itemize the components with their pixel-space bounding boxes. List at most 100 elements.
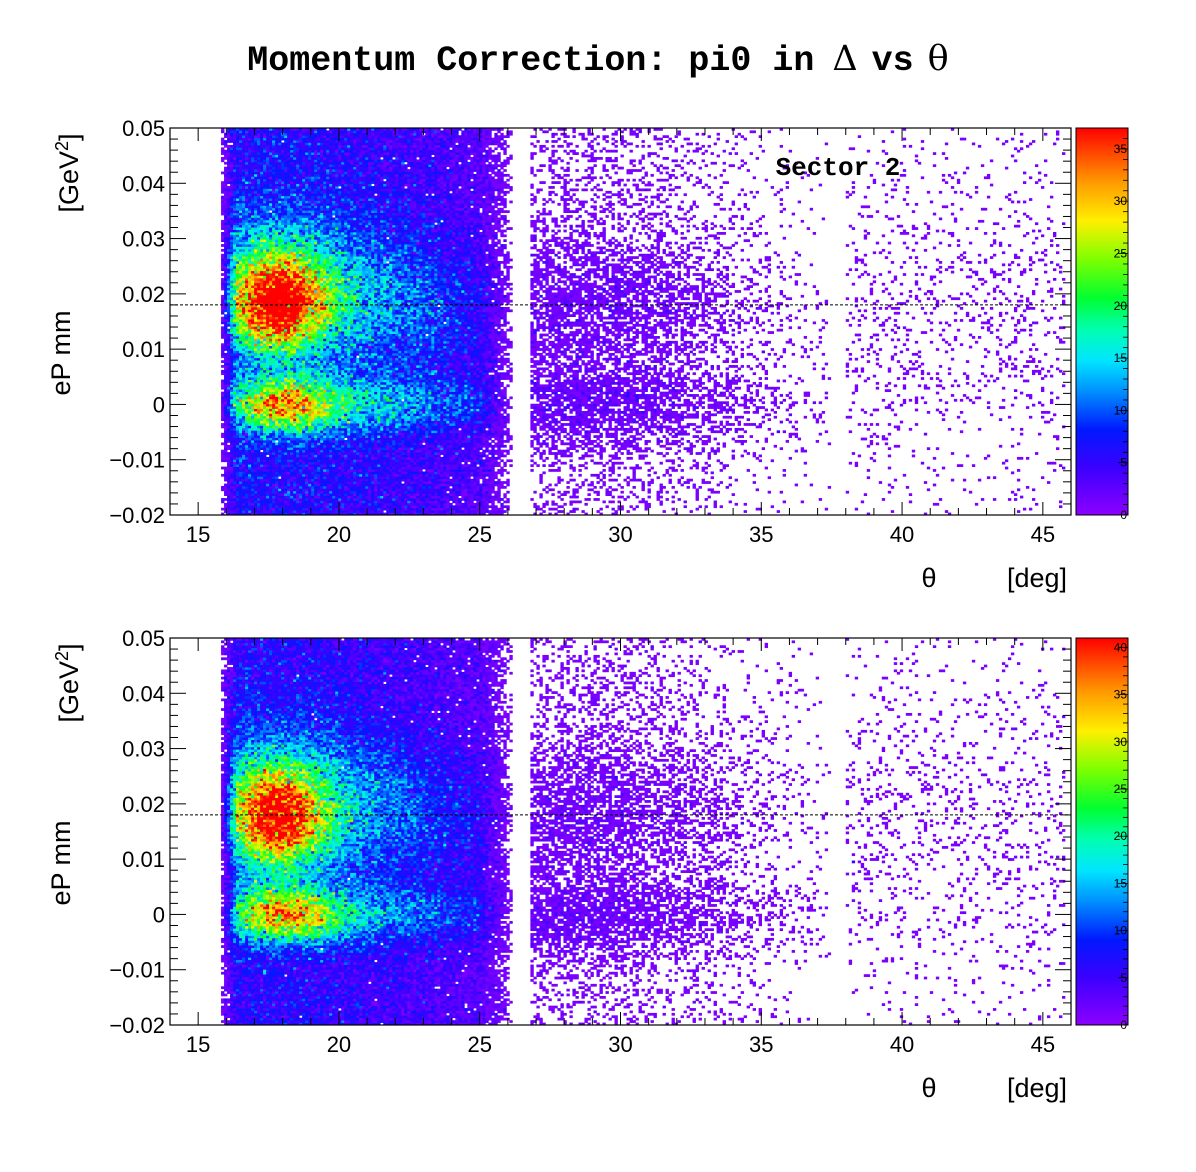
heatmap-bin <box>257 343 260 346</box>
heatmap-bin <box>257 488 260 491</box>
heatmap-bin <box>266 496 269 499</box>
heatmap-bin <box>242 358 245 361</box>
heatmap-bin <box>224 176 227 179</box>
heatmap-bin <box>242 387 245 390</box>
heatmap-bin <box>233 191 236 194</box>
heatmap-bin <box>239 459 242 462</box>
heatmap-bin <box>290 295 293 298</box>
heatmap-bin <box>221 147 224 150</box>
heatmap-bin <box>239 230 242 233</box>
heatmap-bin <box>272 254 275 257</box>
heatmap-bin <box>233 174 236 177</box>
heatmap-bin <box>287 411 290 414</box>
heatmap-bin <box>263 421 266 424</box>
heatmap-bin <box>236 411 239 414</box>
heatmap-bin <box>254 380 257 383</box>
heatmap-bin <box>272 510 275 513</box>
heatmap-bin <box>248 324 251 327</box>
heatmap-bin <box>227 225 230 228</box>
heatmap-bin <box>221 297 224 300</box>
heatmap-bin <box>236 484 239 487</box>
heatmap-bin <box>284 220 287 223</box>
heatmap-bin <box>236 312 239 315</box>
heatmap-bin <box>281 162 284 165</box>
heatmap-bin <box>272 447 275 450</box>
heatmap-bin <box>263 263 266 266</box>
heatmap-bin <box>248 242 251 245</box>
heatmap-bin <box>230 493 233 496</box>
heatmap-bin <box>236 474 239 477</box>
heatmap-bin <box>293 297 296 300</box>
heatmap-bin <box>257 237 260 240</box>
heatmap-bin <box>275 138 278 141</box>
heatmap-bin <box>275 392 278 395</box>
heatmap-bin <box>284 389 287 392</box>
heatmap-bin <box>236 268 239 271</box>
heatmap-bin <box>284 133 287 136</box>
heatmap-bin <box>260 244 263 247</box>
heatmap-bin <box>281 474 284 477</box>
heatmap-bin <box>227 447 230 450</box>
heatmap-bin <box>269 242 272 245</box>
heatmap-bin <box>248 278 251 281</box>
heatmap-bin <box>266 314 269 317</box>
heatmap-bin <box>287 469 290 472</box>
heatmap-bin <box>272 471 275 474</box>
heatmap-bin <box>242 442 245 445</box>
heatmap-bin <box>269 220 272 223</box>
heatmap-bin <box>287 280 290 283</box>
heatmap-bin <box>275 508 278 511</box>
heatmap-bin <box>284 355 287 358</box>
heatmap-bin <box>275 157 278 160</box>
heatmap-bin <box>284 358 287 361</box>
heatmap-bin <box>221 435 224 438</box>
heatmap-bin <box>233 343 236 346</box>
heatmap-bin <box>278 266 281 269</box>
heatmap-bin <box>296 334 299 337</box>
heatmap-bin <box>281 297 284 300</box>
heatmap-bin <box>281 176 284 179</box>
heatmap-bin <box>287 143 290 146</box>
heatmap-bin <box>227 213 230 216</box>
heatmap-bin <box>278 295 281 298</box>
heatmap-bin <box>248 336 251 339</box>
heatmap-bin <box>293 338 296 341</box>
heatmap-bin <box>233 152 236 155</box>
heatmap-bin <box>236 508 239 511</box>
heatmap-bin <box>221 423 224 426</box>
heatmap-bin <box>272 372 275 375</box>
heatmap-bin <box>224 184 227 187</box>
heatmap-bin <box>230 230 233 233</box>
heatmap-bin <box>272 324 275 327</box>
heatmap-bin <box>260 147 263 150</box>
heatmap-bin <box>284 312 287 315</box>
heatmap-bin <box>260 259 263 262</box>
heatmap-bin <box>239 367 242 370</box>
heatmap-bin <box>221 181 224 184</box>
heatmap-bin <box>239 259 242 262</box>
heatmap-bin <box>287 179 290 182</box>
heatmap-bin <box>245 203 248 206</box>
heatmap-bin <box>296 471 299 474</box>
heatmap-bin <box>251 445 254 448</box>
heatmap-bin <box>254 186 257 189</box>
heatmap-bin <box>224 476 227 479</box>
heatmap-bin <box>296 423 299 426</box>
heatmap-bin <box>275 203 278 206</box>
heatmap-bin <box>293 266 296 269</box>
heatmap-bin <box>269 416 272 419</box>
heatmap-bin <box>287 276 290 279</box>
heatmap-bin <box>236 471 239 474</box>
heatmap-bin <box>236 496 239 499</box>
heatmap-bin <box>254 348 257 351</box>
heatmap-bin <box>281 266 284 269</box>
heatmap-bin <box>290 438 293 441</box>
heatmap-bin <box>290 174 293 177</box>
heatmap-bin <box>242 445 245 448</box>
heatmap-bin <box>248 162 251 165</box>
heatmap-bin <box>278 346 281 349</box>
heatmap-bin <box>254 452 257 455</box>
heatmap-bin <box>293 363 296 366</box>
heatmap-bin <box>263 351 266 354</box>
heatmap-bin <box>284 326 287 329</box>
